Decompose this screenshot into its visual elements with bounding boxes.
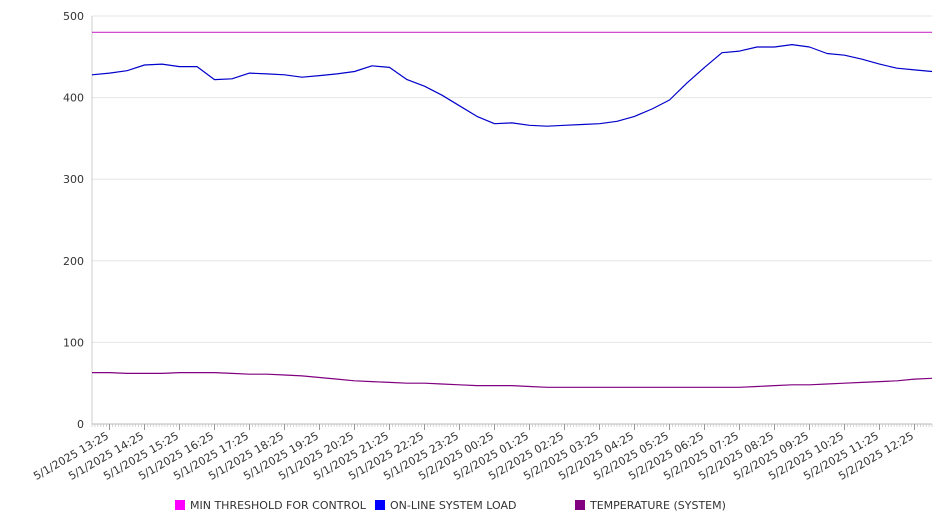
legend-label: MIN THRESHOLD FOR CONTROL	[190, 499, 367, 512]
y-tick-label: 0	[77, 418, 84, 431]
legend-label: TEMPERATURE (SYSTEM)	[589, 499, 726, 512]
legend-swatch	[375, 500, 385, 510]
y-tick-label: 100	[63, 336, 84, 349]
series-line-3	[92, 372, 933, 388]
legend-swatch	[175, 500, 185, 510]
legend-label: ON-LINE SYSTEM LOAD	[390, 499, 516, 512]
y-tick-label: 500	[63, 10, 84, 23]
series-lines	[91, 31, 933, 388]
series-line-2	[91, 43, 933, 127]
legend: MIN THRESHOLD FOR CONTROL ON-LINE SYSTEM …	[175, 499, 726, 512]
y-tick-label: 200	[63, 255, 84, 268]
gridlines	[92, 15, 932, 343]
y-tick-label: 300	[63, 173, 84, 186]
y-tick-label: 400	[63, 92, 84, 105]
legend-swatch	[575, 500, 585, 510]
